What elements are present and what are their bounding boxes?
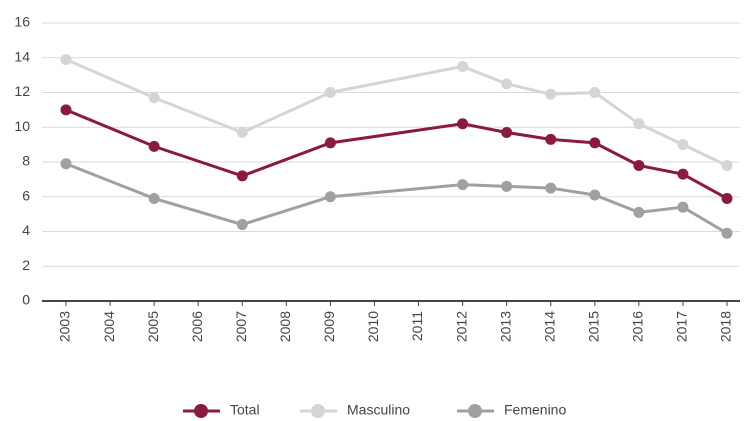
- legend-label: Masculino: [347, 402, 410, 418]
- point: [457, 179, 469, 191]
- y-tick-label: 14: [14, 48, 30, 64]
- point: [545, 182, 557, 194]
- y-tick-label: 4: [22, 222, 30, 238]
- x-tick-label: 2007: [233, 311, 249, 342]
- point: [457, 118, 469, 130]
- legend-marker: [194, 404, 208, 418]
- x-tick-label: 2018: [718, 311, 734, 342]
- x-tick-label: 2009: [321, 311, 337, 342]
- point: [60, 104, 72, 116]
- y-tick-label: 2: [22, 257, 30, 273]
- x-tick-label: 2017: [674, 311, 690, 342]
- x-tick-label: 2011: [409, 311, 425, 341]
- point: [633, 118, 645, 130]
- point: [236, 170, 248, 182]
- point: [324, 137, 336, 149]
- point: [633, 159, 645, 171]
- point: [457, 60, 469, 72]
- point: [501, 126, 513, 138]
- point: [721, 227, 733, 239]
- point: [324, 87, 336, 98]
- point: [721, 159, 733, 171]
- x-tick-label: 2006: [189, 311, 205, 342]
- point: [501, 78, 513, 90]
- x-tick-label: 2008: [277, 311, 293, 342]
- point: [545, 133, 557, 145]
- point: [60, 158, 72, 170]
- series-line: [65, 162, 728, 235]
- legend-marker: [311, 404, 325, 418]
- point: [148, 140, 160, 152]
- x-tick-label: 2004: [101, 311, 117, 342]
- point: [677, 168, 689, 180]
- y-tick-label: 12: [14, 83, 30, 99]
- point: [677, 201, 689, 213]
- x-tick-label: 2012: [453, 311, 469, 342]
- point: [589, 189, 601, 201]
- x-tick-label: 2003: [57, 311, 73, 342]
- point: [236, 219, 248, 231]
- point: [633, 206, 645, 218]
- x-tick-label: 2010: [365, 311, 381, 342]
- point: [721, 192, 733, 204]
- y-tick-label: 16: [14, 14, 30, 30]
- legend-marker: [468, 404, 482, 418]
- point: [236, 126, 248, 138]
- legend-label: Femenino: [504, 402, 566, 418]
- point: [589, 87, 601, 98]
- y-tick-label: 6: [22, 187, 30, 203]
- x-tick-label: 2015: [586, 311, 602, 342]
- point: [589, 137, 601, 149]
- point: [677, 139, 689, 151]
- point: [148, 92, 160, 104]
- y-tick-label: 10: [14, 118, 30, 134]
- x-tick-label: 2016: [630, 311, 646, 342]
- point: [501, 180, 513, 192]
- x-tick-label: 2005: [145, 311, 161, 342]
- point: [60, 53, 72, 65]
- series-line: [65, 108, 728, 200]
- x-tick-label: 2013: [497, 311, 513, 342]
- legend-label: Total: [230, 402, 260, 418]
- point: [324, 191, 336, 203]
- point: [545, 88, 557, 100]
- y-tick-label: 8: [22, 153, 30, 169]
- x-tick-label: 2014: [541, 311, 557, 342]
- y-tick-label: 0: [22, 292, 30, 308]
- point: [148, 192, 160, 204]
